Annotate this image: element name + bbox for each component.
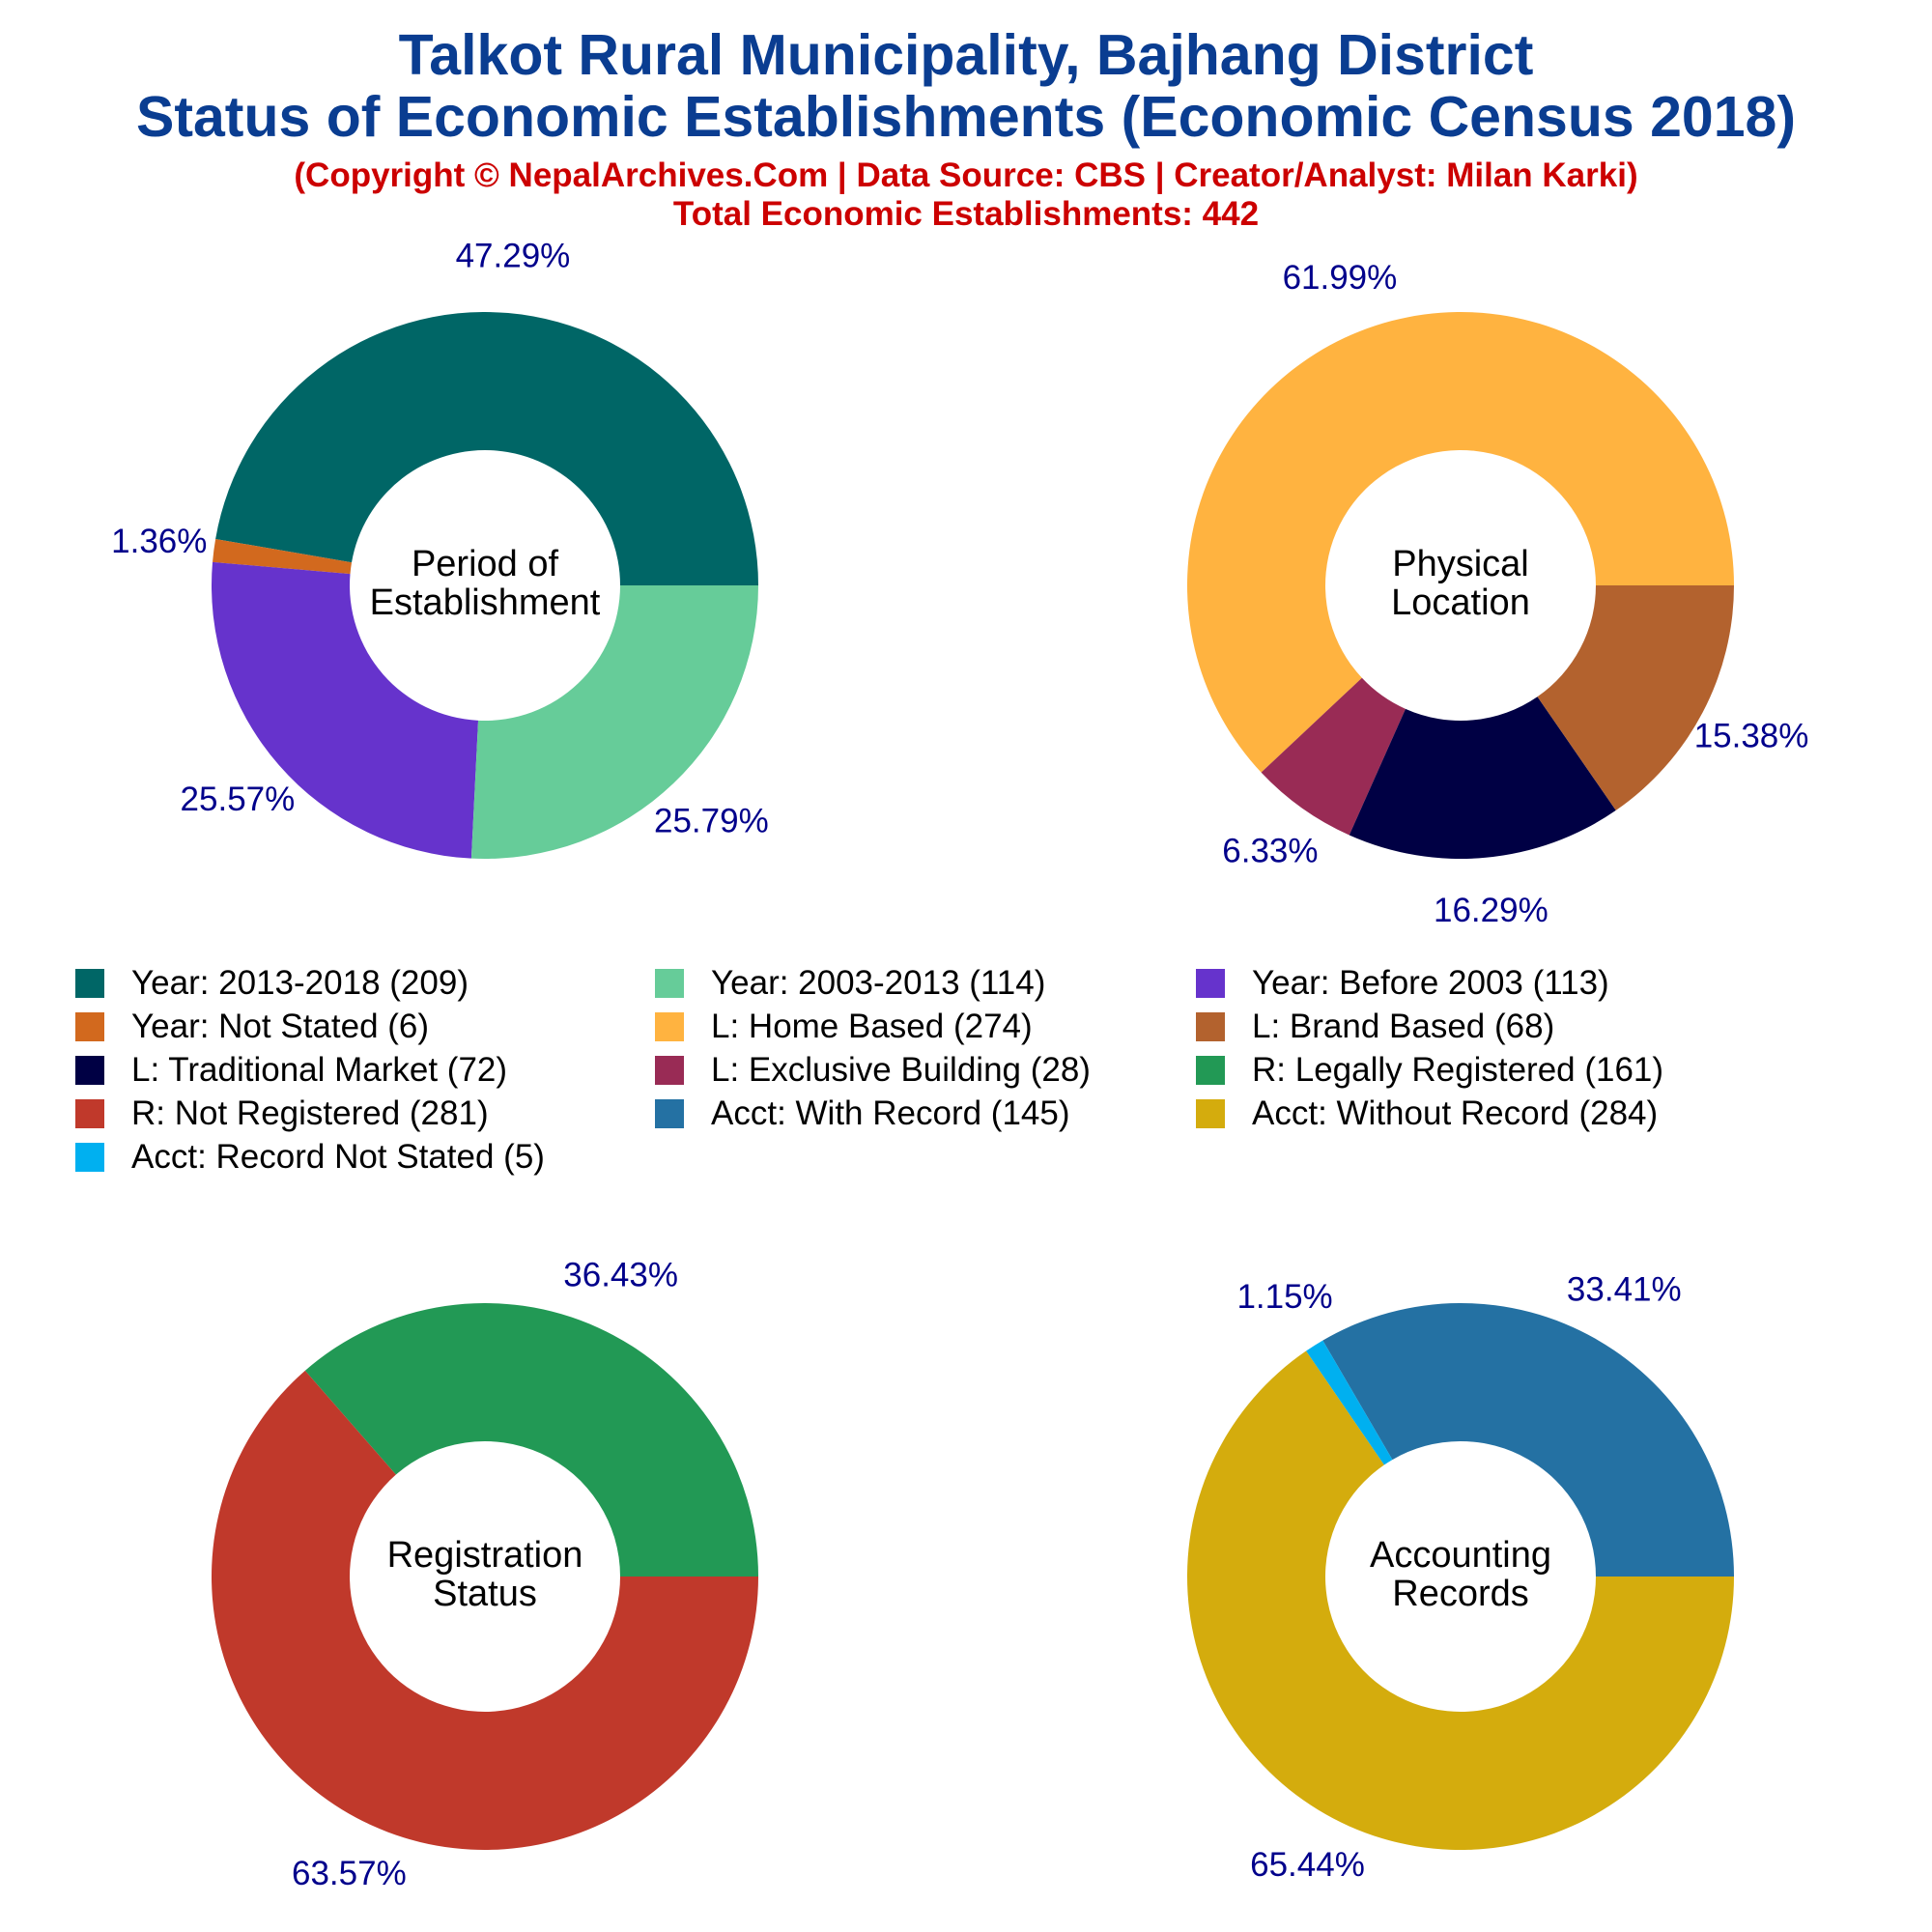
- legend-label: Acct: Without Record (284): [1252, 1094, 1659, 1132]
- legend-label: L: Traditional Market (72): [131, 1051, 508, 1089]
- pie-slice: [1306, 1340, 1393, 1465]
- legend-item: L: Traditional Market (72): [75, 1048, 507, 1093]
- legend-item: L: Brand Based (68): [1196, 1005, 1554, 1049]
- donut-center-label: Status: [433, 1574, 537, 1614]
- slice-percent-label: 47.29%: [456, 237, 571, 274]
- pie-slice: [1349, 696, 1616, 860]
- legend-swatch: [655, 1012, 684, 1041]
- legend-item: Year: 2013-2018 (209): [75, 961, 469, 1006]
- legend-item: R: Legally Registered (161): [1196, 1048, 1663, 1093]
- legend-item: Year: Not Stated (6): [75, 1005, 429, 1049]
- pie-slice: [212, 1370, 758, 1850]
- legend-label: Year: Before 2003 (113): [1252, 964, 1609, 1002]
- chart-subtitle: (Copyright © NepalArchives.Com | Data So…: [294, 156, 1638, 194]
- slice-percent-label: 36.43%: [563, 1257, 678, 1294]
- donut-center-label: Accounting: [1370, 1535, 1551, 1576]
- legend-swatch: [75, 1056, 104, 1085]
- legend-swatch: [1196, 1056, 1225, 1085]
- legend-label: Year: 2013-2018 (209): [131, 964, 469, 1002]
- legend-swatch: [655, 1056, 684, 1085]
- legend-label: R: Legally Registered (161): [1252, 1051, 1664, 1089]
- legend-item: Acct: Record Not Stated (5): [75, 1135, 545, 1179]
- pie-slice: [213, 538, 353, 575]
- legend-item: R: Not Registered (281): [75, 1092, 489, 1136]
- donut-center-label: Location: [1391, 582, 1530, 623]
- slice-percent-label: 65.44%: [1250, 1846, 1365, 1884]
- slice-percent-label: 6.33%: [1222, 832, 1318, 869]
- legend-label: Acct: With Record (145): [711, 1094, 1070, 1132]
- legend-label: Year: 2003-2013 (114): [711, 964, 1046, 1002]
- slice-percent-label: 15.38%: [1694, 717, 1809, 754]
- pie-slice: [1187, 312, 1734, 773]
- donut-center-label: Period of: [412, 544, 559, 584]
- donut-center-label: Establishment: [370, 582, 601, 623]
- slice-percent-label: 33.41%: [1567, 1270, 1682, 1308]
- legend-swatch: [655, 969, 684, 998]
- legend-label: R: Not Registered (281): [131, 1094, 489, 1132]
- legend-item: Year: 2003-2013 (114): [655, 961, 1045, 1006]
- total-establishments-label: Total Economic Establishments: 442: [672, 195, 1260, 233]
- legend-swatch: [75, 969, 104, 998]
- slice-percent-label: 61.99%: [1283, 259, 1398, 297]
- pie-slice: [1322, 1303, 1734, 1577]
- legend-item: L: Exclusive Building (28): [655, 1048, 1091, 1093]
- legend-item: L: Home Based (274): [655, 1005, 1033, 1049]
- legend-swatch: [655, 1099, 684, 1128]
- slice-percent-label: 1.15%: [1236, 1278, 1332, 1316]
- pie-slice: [215, 311, 759, 585]
- slice-percent-label: 1.36%: [111, 523, 207, 560]
- donut-chart-1: 47.29% 1.36% 25.57% 25.79% Period ofEstablis…: [111, 237, 769, 859]
- legend-swatch: [75, 1012, 104, 1041]
- legend-label: L: Exclusive Building (28): [711, 1051, 1091, 1089]
- legend-label: Acct: Record Not Stated (5): [131, 1138, 545, 1176]
- pie-slice: [470, 585, 758, 859]
- slice-percent-label: 25.79%: [654, 803, 769, 840]
- legend-item: Year: Before 2003 (113): [1196, 961, 1609, 1006]
- chart-title-line-2: Status of Economic Establishments (Econo…: [135, 85, 1796, 149]
- legend-swatch: [1196, 969, 1225, 998]
- donut-center-label: Physical: [1392, 544, 1529, 584]
- pie-slice: [1187, 1350, 1734, 1851]
- legend-swatch: [1196, 1099, 1225, 1128]
- pie-slice: [212, 561, 479, 859]
- legend-label: L: Brand Based (68): [1252, 1008, 1555, 1045]
- chart-title-line-1: Talkot Rural Municipality, Bajhang Distr…: [398, 23, 1534, 87]
- donut-center-label: Records: [1392, 1574, 1529, 1614]
- slice-percent-label: 63.57%: [292, 1855, 407, 1892]
- pie-slice: [304, 1302, 759, 1577]
- legend-swatch: [75, 1099, 104, 1128]
- slice-percent-label: 25.57%: [181, 781, 296, 818]
- legend-label: Year: Not Stated (6): [131, 1008, 430, 1045]
- slice-percent-label: 16.29%: [1434, 892, 1548, 929]
- pie-slice: [1261, 677, 1406, 836]
- donut-center-label: Registration: [387, 1535, 583, 1576]
- legend-swatch: [1196, 1012, 1225, 1041]
- legend-item: Acct: Without Record (284): [1196, 1092, 1658, 1136]
- legend-swatch: [75, 1143, 104, 1172]
- pie-slice: [1537, 585, 1734, 810]
- legend-label: L: Home Based (274): [711, 1008, 1033, 1045]
- legend-item: Acct: With Record (145): [655, 1092, 1070, 1136]
